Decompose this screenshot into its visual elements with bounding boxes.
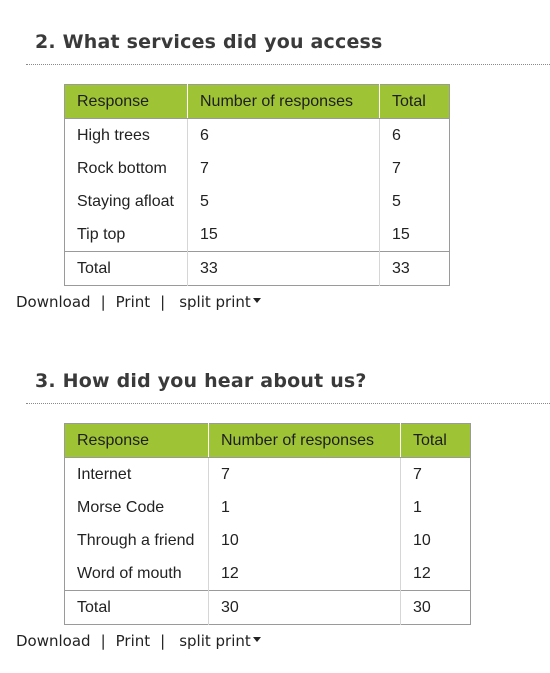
column-header-response: Response bbox=[64, 84, 188, 119]
table-row: Word of mouth 12 12 bbox=[64, 557, 471, 591]
cell-response: Internet bbox=[64, 457, 209, 491]
cell-total-label: Total bbox=[64, 251, 188, 286]
cell-total: 7 bbox=[379, 152, 450, 185]
table-total-row: Total 30 30 bbox=[64, 590, 471, 625]
split-print-dropdown[interactable]: split print bbox=[175, 293, 261, 311]
cell-total-total: 30 bbox=[400, 590, 471, 625]
column-header-number-of-responses: Number of responses bbox=[187, 84, 380, 119]
cell-response: Word of mouth bbox=[64, 557, 209, 591]
cell-count: 15 bbox=[187, 218, 380, 252]
table-actions: Download | Print | split print bbox=[16, 632, 261, 650]
cell-response: Tip top bbox=[64, 218, 188, 252]
column-header-response: Response bbox=[64, 423, 209, 458]
cell-total: 6 bbox=[392, 126, 401, 144]
caret-down-icon bbox=[252, 637, 261, 642]
table-header-row: Response Number of responses Total bbox=[64, 423, 471, 458]
split-print-dropdown[interactable]: split print bbox=[175, 632, 261, 650]
cell-total: 5 bbox=[392, 192, 401, 210]
print-link[interactable]: Print bbox=[115, 632, 151, 650]
cell-response: Rock bottom bbox=[64, 152, 188, 185]
cell-count: 6 bbox=[187, 118, 380, 152]
separator: | bbox=[100, 293, 106, 311]
cell-response: Staying afloat bbox=[64, 185, 188, 218]
divider bbox=[26, 403, 550, 404]
divider bbox=[26, 64, 550, 65]
question-title: 3. How did you hear about us? bbox=[35, 370, 367, 392]
table-row: Through a friend 10 10 bbox=[64, 524, 471, 557]
cell-total: 1 bbox=[400, 491, 471, 524]
table-header-row: Response Number of responses Total bbox=[64, 84, 450, 119]
download-link[interactable]: Download bbox=[16, 632, 91, 650]
table-actions: Download | Print | split print bbox=[16, 293, 261, 311]
table-row: Staying afloat 5 5 bbox=[64, 185, 450, 218]
separator: | bbox=[100, 632, 106, 650]
caret-down-icon bbox=[252, 298, 261, 303]
column-header-number-of-responses: Number of responses bbox=[208, 423, 401, 458]
cell-count: 5 bbox=[187, 185, 380, 218]
column-header-total: Total bbox=[379, 84, 450, 119]
print-link[interactable]: Print bbox=[115, 293, 151, 311]
table-row: High trees 6 6 bbox=[64, 118, 450, 152]
results-table: Response Number of responses Total Inter… bbox=[64, 423, 471, 625]
cell-total: 12 bbox=[400, 557, 471, 591]
table-row: Tip top 15 15 bbox=[64, 218, 450, 252]
table-row: Rock bottom 7 7 bbox=[64, 152, 450, 185]
split-print-label: split print bbox=[179, 632, 251, 650]
table-total-row: Total 33 33 bbox=[64, 251, 450, 286]
separator: | bbox=[160, 293, 166, 311]
cell-count: 7 bbox=[208, 457, 401, 491]
cell-total: 15 bbox=[379, 218, 450, 252]
cell-count: 7 bbox=[187, 152, 380, 185]
download-link[interactable]: Download bbox=[16, 293, 91, 311]
cell-count: 12 bbox=[208, 557, 401, 591]
separator: | bbox=[160, 632, 166, 650]
table-row: Internet 7 7 bbox=[64, 457, 471, 491]
cell-response: Through a friend bbox=[64, 524, 209, 557]
cell-count: 1 bbox=[208, 491, 401, 524]
cell-total-total: 33 bbox=[379, 251, 450, 286]
question-title: 2. What services did you access bbox=[35, 31, 383, 53]
split-print-label: split print bbox=[179, 293, 251, 311]
cell-total-count: 30 bbox=[208, 590, 401, 625]
cell-total: 10 bbox=[413, 531, 431, 549]
cell-total-count: 33 bbox=[187, 251, 380, 286]
cell-response: High trees bbox=[64, 118, 188, 152]
cell-response: Morse Code bbox=[64, 491, 209, 524]
cell-total-label: Total bbox=[64, 590, 209, 625]
cell-total: 7 bbox=[413, 465, 422, 483]
table-row: Morse Code 1 1 bbox=[64, 491, 471, 524]
cell-count: 10 bbox=[208, 524, 401, 557]
column-header-total: Total bbox=[400, 423, 471, 458]
results-table: Response Number of responses Total High … bbox=[64, 84, 450, 286]
